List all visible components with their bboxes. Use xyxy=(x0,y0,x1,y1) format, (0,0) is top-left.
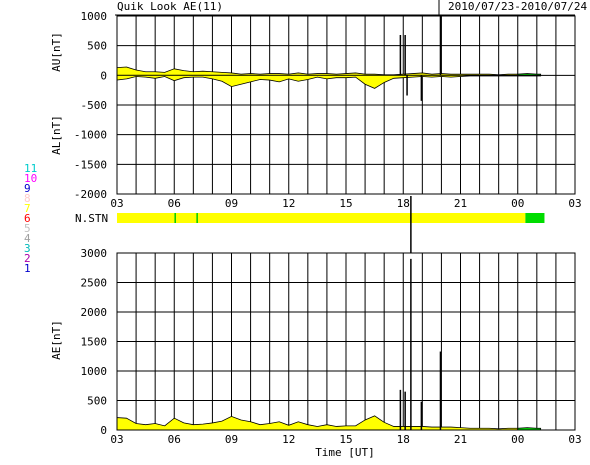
time-axis-label: Time [UT] xyxy=(315,446,375,459)
x-tick-label: 12 xyxy=(282,433,295,446)
station-label: N.STN xyxy=(75,212,108,225)
x-tick-label: 15 xyxy=(339,433,352,446)
legend-item: 9 xyxy=(24,182,31,195)
data-area-recent xyxy=(517,74,542,77)
x-tick-label: 21 xyxy=(454,433,467,446)
y-tick-label: 0 xyxy=(100,69,107,82)
x-tick-label: 03 xyxy=(110,197,123,210)
legend-item: 8 xyxy=(24,192,31,205)
plot-frame xyxy=(116,252,576,431)
legend-item: 11 xyxy=(24,162,37,175)
x-tick-label: 00 xyxy=(511,433,524,446)
data-area xyxy=(116,415,519,431)
x-tick-label: 06 xyxy=(168,197,181,210)
x-tick-label: 06 xyxy=(168,433,181,446)
x-tick-label: 09 xyxy=(225,197,238,210)
legend-item: 5 xyxy=(24,222,31,235)
x-tick-label: 03 xyxy=(568,433,581,446)
x-tick-label: 18 xyxy=(397,433,410,446)
y-tick-label: 1000 xyxy=(81,365,108,378)
legend-item: 3 xyxy=(24,242,31,255)
y-tick-label: 1500 xyxy=(81,336,108,349)
x-tick-label: 21 xyxy=(454,197,467,210)
legend-item: 10 xyxy=(24,172,37,185)
y-tick-label: -2000 xyxy=(74,188,107,201)
legend-item: 7 xyxy=(24,202,31,215)
x-tick-label: 12 xyxy=(282,197,295,210)
data-area xyxy=(116,74,519,89)
y-tick-label: -1000 xyxy=(74,129,107,142)
y-tick-label: 3000 xyxy=(81,247,108,260)
y-tick-label: 1000 xyxy=(81,10,108,23)
data-area xyxy=(116,66,519,76)
y-tick-label: -1500 xyxy=(74,158,107,171)
plot-frame xyxy=(116,15,576,195)
x-tick-label: 15 xyxy=(339,197,352,210)
x-tick-label: 00 xyxy=(511,197,524,210)
legend-item: 2 xyxy=(24,252,31,265)
au-axis-label: AU[nT] xyxy=(50,32,63,72)
station-bar-recent xyxy=(525,213,545,223)
y-tick-label: 2500 xyxy=(81,277,108,290)
legend-item: 1 xyxy=(24,262,31,275)
legend-item: 6 xyxy=(24,212,31,225)
al-axis-label: AL[nT] xyxy=(50,115,63,155)
ae-axis-label: AE[nT] xyxy=(50,320,63,360)
y-tick-label: 2000 xyxy=(81,306,108,319)
station-bar: N.STN xyxy=(75,196,545,253)
y-tick-label: 500 xyxy=(87,395,107,408)
legend-item: 4 xyxy=(24,232,31,245)
y-tick-label: 500 xyxy=(87,40,107,53)
station-bar-fill xyxy=(117,213,526,223)
x-tick-label: 09 xyxy=(225,433,238,446)
y-tick-label: -500 xyxy=(81,99,108,112)
x-tick-label: 03 xyxy=(110,433,123,446)
date-range: 2010/07/23-2010/07/24 xyxy=(448,0,587,13)
x-tick-label: 18 xyxy=(397,197,410,210)
y-tick-label: 0 xyxy=(100,424,107,437)
chart-title: Quik Look AE(11) xyxy=(117,0,223,13)
x-tick-label: 03 xyxy=(568,197,581,210)
